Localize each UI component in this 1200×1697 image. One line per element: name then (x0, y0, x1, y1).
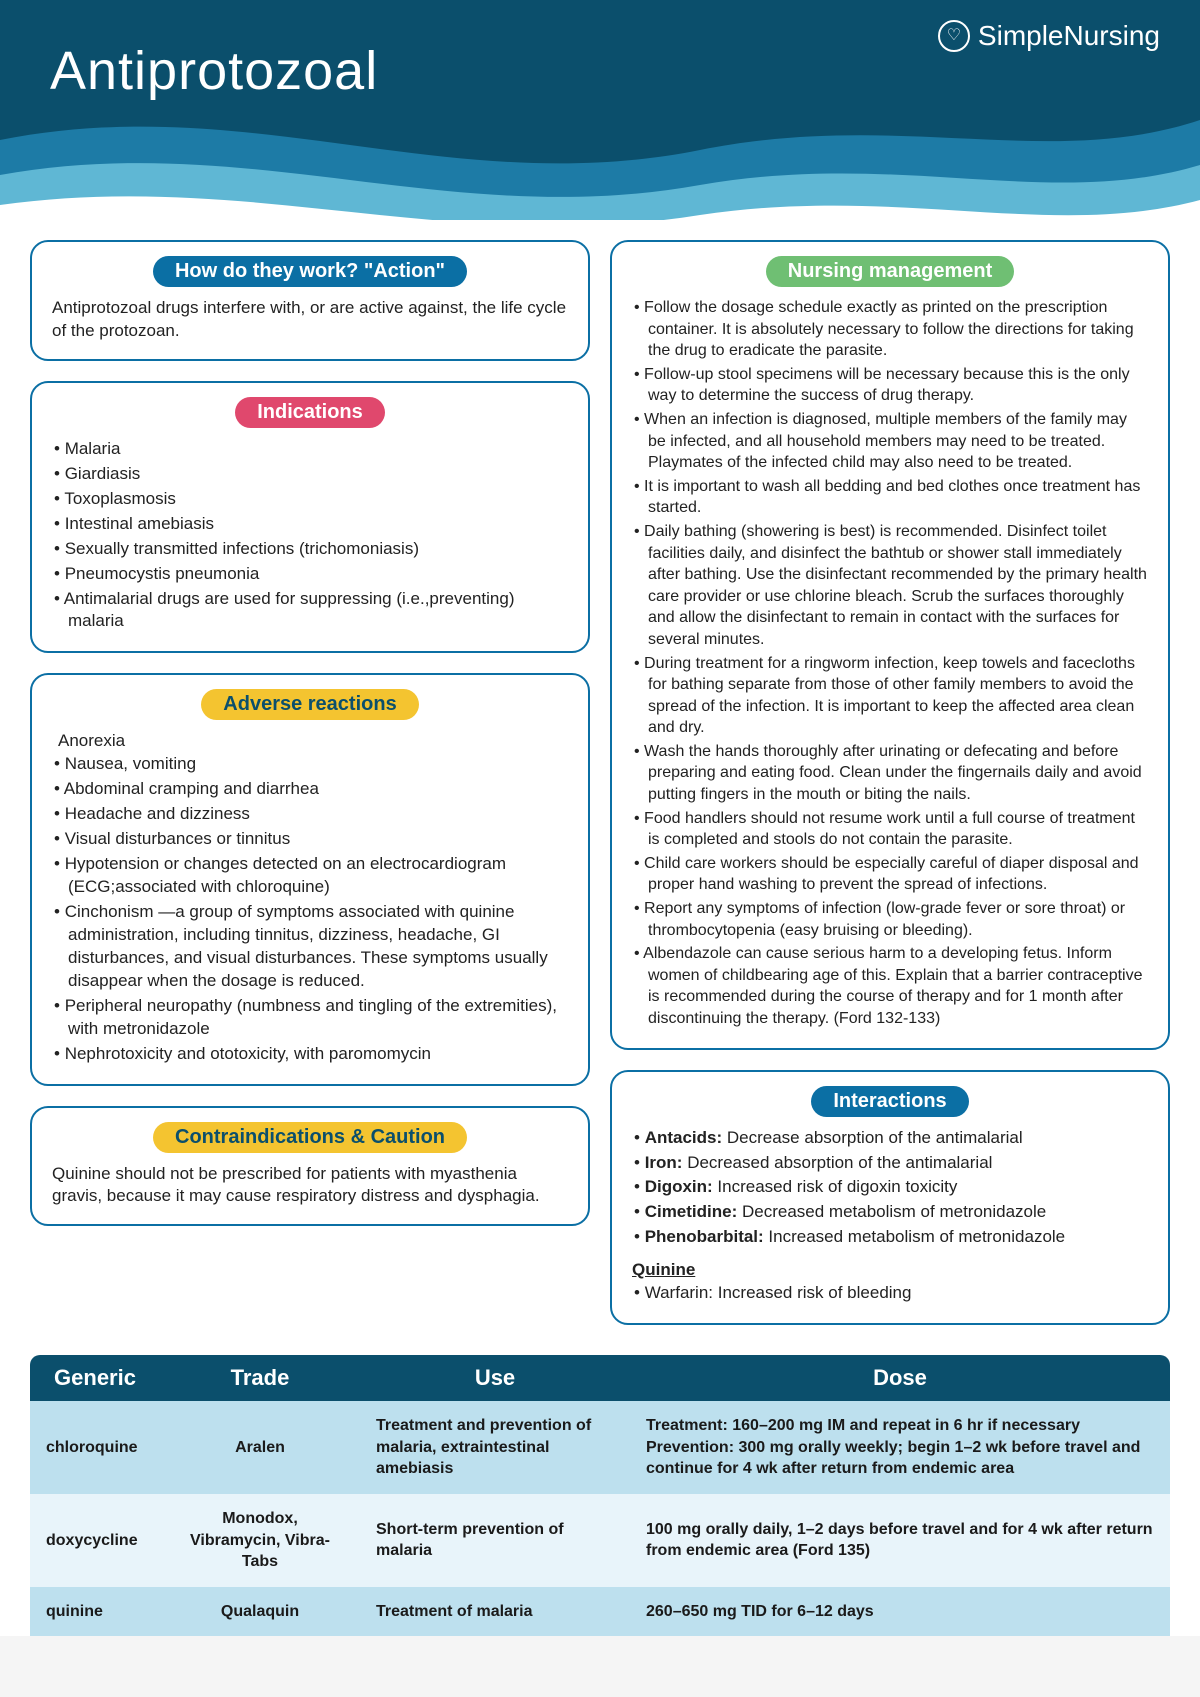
content-grid: How do they work? "Action" Antiprotozoal… (0, 220, 1200, 1355)
cell-trade: Monodox, Vibramycin, Vibra-Tabs (160, 1494, 360, 1587)
cell-generic: quinine (30, 1587, 160, 1637)
cell-trade: Qualaquin (160, 1587, 360, 1637)
page-title: Antiprotozoal (50, 40, 378, 102)
adverse-list: Nausea, vomitingAbdominal cramping and d… (52, 753, 568, 1065)
card-indications: Indications MalariaGiardiasisToxoplasmos… (30, 381, 590, 654)
list-item: Headache and dizziness (54, 803, 568, 826)
brand-heart-icon (938, 20, 970, 52)
adverse-body: Anorexia Nausea, vomitingAbdominal cramp… (52, 730, 568, 1065)
list-item: Digoxin: Increased risk of digoxin toxic… (634, 1176, 1148, 1199)
card-adverse: Adverse reactions Anorexia Nausea, vomit… (30, 673, 590, 1085)
cell-use: Treatment and prevention of malaria, ext… (360, 1401, 630, 1494)
card-nursing: Nursing management Follow the dosage sch… (610, 240, 1170, 1050)
badge-interactions: Interactions (811, 1086, 968, 1117)
cell-dose: 260–650 mg TID for 6–12 days (630, 1587, 1170, 1637)
list-item: Toxoplasmosis (54, 488, 568, 511)
badge-action: How do they work? "Action" (153, 256, 467, 287)
brand-text: SimpleNursing (978, 20, 1160, 52)
card-action: How do they work? "Action" Antiprotozoal… (30, 240, 590, 361)
list-item: Follow-up stool specimens will be necess… (634, 364, 1148, 407)
list-item: Giardiasis (54, 463, 568, 486)
th-trade: Trade (160, 1355, 360, 1401)
cell-generic: chloroquine (30, 1401, 160, 1494)
list-item: Follow the dosage schedule exactly as pr… (634, 297, 1148, 362)
list-item: It is important to wash all bedding and … (634, 476, 1148, 519)
list-item: Cinchonism —a group of symptoms associat… (54, 901, 568, 993)
list-item: Phenobarbital: Increased metabolism of m… (634, 1226, 1148, 1249)
header: Antiprotozoal SimpleNursing (0, 0, 1200, 220)
badge-indications: Indications (235, 397, 385, 428)
nursing-body: Follow the dosage schedule exactly as pr… (632, 297, 1148, 1030)
list-item: Peripheral neuropathy (numbness and ting… (54, 995, 568, 1041)
list-item: Malaria (54, 438, 568, 461)
table-row: quinineQualaquinTreatment of malaria260–… (30, 1587, 1170, 1637)
th-use: Use (360, 1355, 630, 1401)
list-item: Intestinal amebiasis (54, 513, 568, 536)
badge-contra: Contraindications & Caution (153, 1122, 467, 1153)
list-item: Hypotension or changes detected on an el… (54, 853, 568, 899)
list-item: Warfarin: Increased risk of bleeding (634, 1282, 1148, 1305)
indications-body: MalariaGiardiasisToxoplasmosisIntestinal… (52, 438, 568, 634)
list-item: Pneumocystis pneumonia (54, 563, 568, 586)
list-item: Daily bathing (showering is best) is rec… (634, 521, 1148, 651)
interactions-body: Antacids: Decrease absorption of the ant… (632, 1127, 1148, 1306)
card-contra: Contraindications & Caution Quinine shou… (30, 1106, 590, 1227)
right-column: Nursing management Follow the dosage sch… (610, 240, 1170, 1325)
cell-dose: Treatment: 160–200 mg IM and repeat in 6… (630, 1401, 1170, 1494)
list-item: Visual disturbances or tinnitus (54, 828, 568, 851)
interactions-list: Antacids: Decrease absorption of the ant… (632, 1127, 1148, 1250)
contra-text: Quinine should not be prescribed for pat… (52, 1163, 568, 1209)
list-item: During treatment for a ringworm infectio… (634, 653, 1148, 739)
th-generic: Generic (30, 1355, 160, 1401)
interactions-subhead: Quinine (632, 1259, 1148, 1282)
indications-list: MalariaGiardiasisToxoplasmosisIntestinal… (52, 438, 568, 634)
list-item: Food handlers should not resume work unt… (634, 808, 1148, 851)
cell-use: Treatment of malaria (360, 1587, 630, 1637)
cell-trade: Aralen (160, 1401, 360, 1494)
th-dose: Dose (630, 1355, 1170, 1401)
table-row: doxycyclineMonodox, Vibramycin, Vibra-Ta… (30, 1494, 1170, 1587)
badge-adverse: Adverse reactions (201, 689, 418, 720)
list-item: Nephrotoxicity and ototoxicity, with par… (54, 1043, 568, 1066)
drug-table-head: Generic Trade Use Dose (30, 1355, 1170, 1401)
brand: SimpleNursing (938, 20, 1160, 52)
nursing-list: Follow the dosage schedule exactly as pr… (632, 297, 1148, 1030)
list-item: Albendazole can cause serious harm to a … (634, 943, 1148, 1029)
drug-table-body: chloroquineAralenTreatment and preventio… (30, 1401, 1170, 1636)
card-interactions: Interactions Antacids: Decrease absorpti… (610, 1070, 1170, 1326)
cell-dose: 100 mg orally daily, 1–2 days before tra… (630, 1494, 1170, 1587)
list-item: Child care workers should be especially … (634, 853, 1148, 896)
list-item: Iron: Decreased absorption of the antima… (634, 1152, 1148, 1175)
list-item: Abdominal cramping and diarrhea (54, 778, 568, 801)
list-item: Wash the hands thoroughly after urinatin… (634, 741, 1148, 806)
list-item: When an infection is diagnosed, multiple… (634, 409, 1148, 474)
list-item: Nausea, vomiting (54, 753, 568, 776)
cell-use: Short-term prevention of malaria (360, 1494, 630, 1587)
list-item: Sexually transmitted infections (trichom… (54, 538, 568, 561)
adverse-lead: Anorexia (58, 730, 568, 753)
cell-generic: doxycycline (30, 1494, 160, 1587)
page: Antiprotozoal SimpleNursing How do they … (0, 0, 1200, 1636)
left-column: How do they work? "Action" Antiprotozoal… (30, 240, 590, 1325)
badge-nursing: Nursing management (766, 256, 1014, 287)
list-item: Report any symptoms of infection (low-gr… (634, 898, 1148, 941)
drug-table: Generic Trade Use Dose chloroquineAralen… (30, 1355, 1170, 1636)
action-text: Antiprotozoal drugs interfere with, or a… (52, 297, 568, 343)
interactions-sublist: Warfarin: Increased risk of bleeding (632, 1282, 1148, 1305)
table-row: chloroquineAralenTreatment and preventio… (30, 1401, 1170, 1494)
list-item: Cimetidine: Decreased metabolism of metr… (634, 1201, 1148, 1224)
list-item: Antacids: Decrease absorption of the ant… (634, 1127, 1148, 1150)
list-item: Antimalarial drugs are used for suppress… (54, 588, 568, 634)
